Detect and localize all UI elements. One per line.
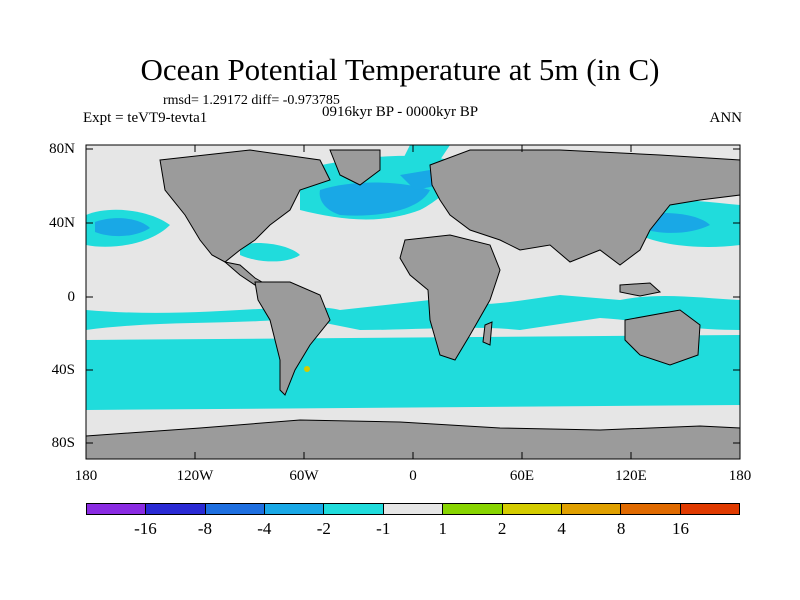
colorbar-segment xyxy=(621,504,681,514)
land-masses xyxy=(85,149,741,460)
colorbar-segment xyxy=(205,504,266,514)
colorbar-segment xyxy=(680,504,739,514)
lat-label: 40S xyxy=(51,362,75,378)
warm-anomaly-spot xyxy=(304,366,310,372)
colorbar-label: -1 xyxy=(376,519,391,538)
lon-label: 120E xyxy=(615,468,647,484)
lat-label: 40N xyxy=(49,215,75,231)
lon-label: 60E xyxy=(509,468,535,484)
colorbar-label: 4 xyxy=(557,519,566,538)
colorbar-segment xyxy=(383,504,444,514)
lat-label: 0 xyxy=(67,289,76,305)
map-title: Ocean Potential Temperature at 5m (in C) xyxy=(140,52,660,87)
colorbar-label: 1 xyxy=(438,519,447,538)
lon-label: 0 xyxy=(409,468,417,484)
season-label: ANN xyxy=(709,110,743,126)
period-label: 0916kyr BP - 0000kyr BP xyxy=(322,104,479,120)
experiment-label: Expt = teVT9-tevta1 xyxy=(83,110,208,126)
colorbar-label: -8 xyxy=(197,519,212,538)
colorbar-label: 2 xyxy=(497,519,507,538)
stats-text: rmsd= 1.29172 diff= -0.973785 xyxy=(163,93,340,108)
colorbar xyxy=(86,503,740,515)
colorbar-label: -16 xyxy=(134,519,157,538)
lat-label: 80S xyxy=(51,435,75,451)
colorbar-segment xyxy=(265,504,325,514)
lon-label: 180 xyxy=(74,468,98,484)
lon-label: 120W xyxy=(176,468,214,484)
colorbar-segment xyxy=(443,504,503,514)
colorbar-label: 16 xyxy=(672,519,690,538)
lat-label: 80N xyxy=(49,141,75,157)
colorbar-label: -2 xyxy=(316,519,331,538)
colorbar-label: -4 xyxy=(257,519,272,538)
colorbar-segment xyxy=(324,504,384,514)
colorbar-segment xyxy=(146,504,206,514)
colorbar-label: 8 xyxy=(616,519,626,538)
lon-label: 180 xyxy=(728,468,752,484)
axis-ticks xyxy=(85,145,741,459)
colorbar-segment xyxy=(561,504,622,514)
colorbar-segment xyxy=(87,504,147,514)
colorbar-segment xyxy=(502,504,562,514)
lon-label: 60W xyxy=(289,468,319,484)
